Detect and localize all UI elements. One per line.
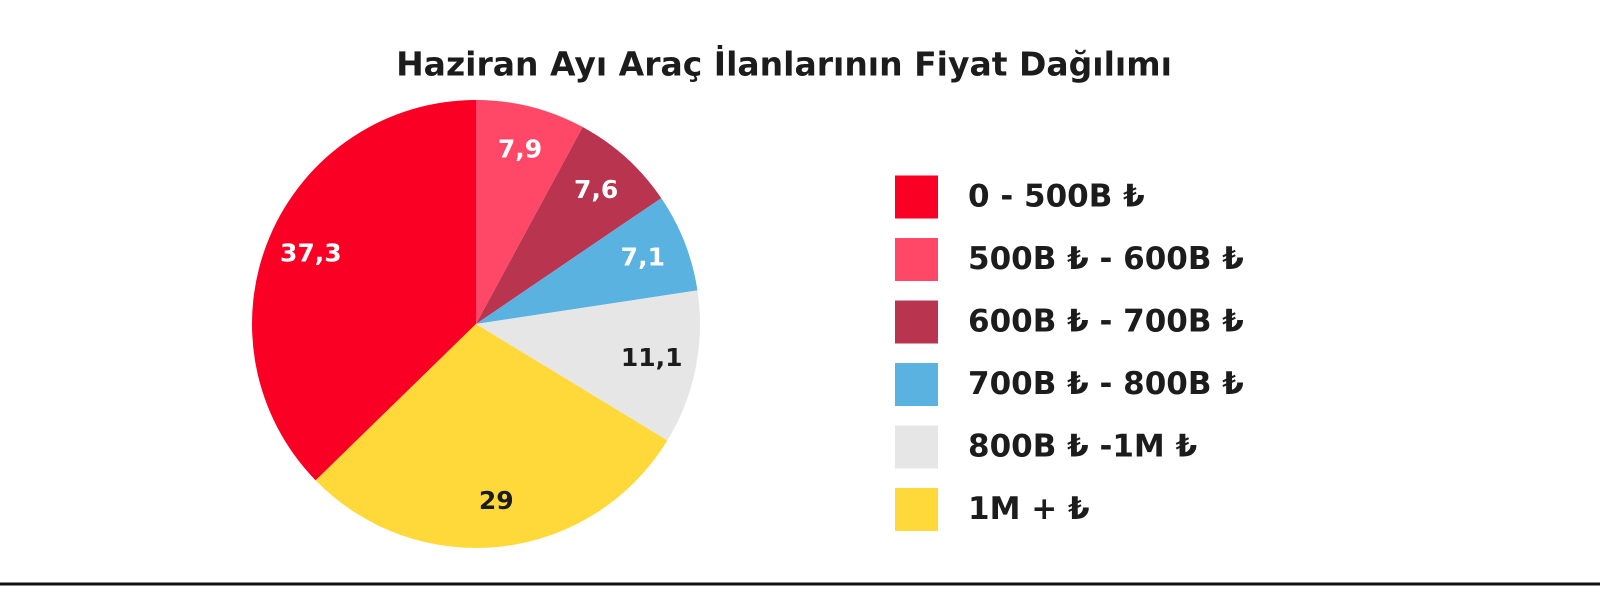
data-label: 7,6 bbox=[574, 175, 618, 204]
data-label: 7,1 bbox=[621, 243, 665, 272]
legend-label: 800B ₺ -1M ₺ bbox=[968, 429, 1197, 465]
legend-label: 700B ₺ - 800B ₺ bbox=[968, 366, 1244, 402]
data-label: 11,1 bbox=[621, 343, 683, 372]
pie-slice bbox=[251, 99, 476, 481]
data-label: 29 bbox=[479, 486, 514, 515]
legend-swatch bbox=[895, 363, 938, 406]
legend-swatch bbox=[895, 175, 938, 219]
pie-slice bbox=[315, 324, 668, 549]
data-label: 7,9 bbox=[498, 134, 542, 163]
legend-swatch bbox=[895, 425, 938, 469]
pie-slice bbox=[476, 198, 698, 324]
chart-title: Haziran Ayı Araç İlanlarının Fiyat Dağıl… bbox=[396, 44, 1172, 84]
legend-label: 500B ₺ - 600B ₺ bbox=[968, 241, 1244, 277]
data-label: 37,3 bbox=[280, 238, 342, 267]
legend-label: 0 - 500B ₺ bbox=[968, 179, 1145, 215]
legend-label: 1M + ₺ bbox=[968, 491, 1090, 527]
pie-slice bbox=[476, 290, 701, 441]
legend-swatch bbox=[895, 238, 938, 281]
pie-slice bbox=[476, 100, 583, 324]
legend-swatch bbox=[895, 488, 938, 531]
pie-slice bbox=[476, 127, 662, 325]
legend-swatch bbox=[895, 300, 938, 344]
legend-label: 600B ₺ - 700B ₺ bbox=[968, 304, 1244, 340]
